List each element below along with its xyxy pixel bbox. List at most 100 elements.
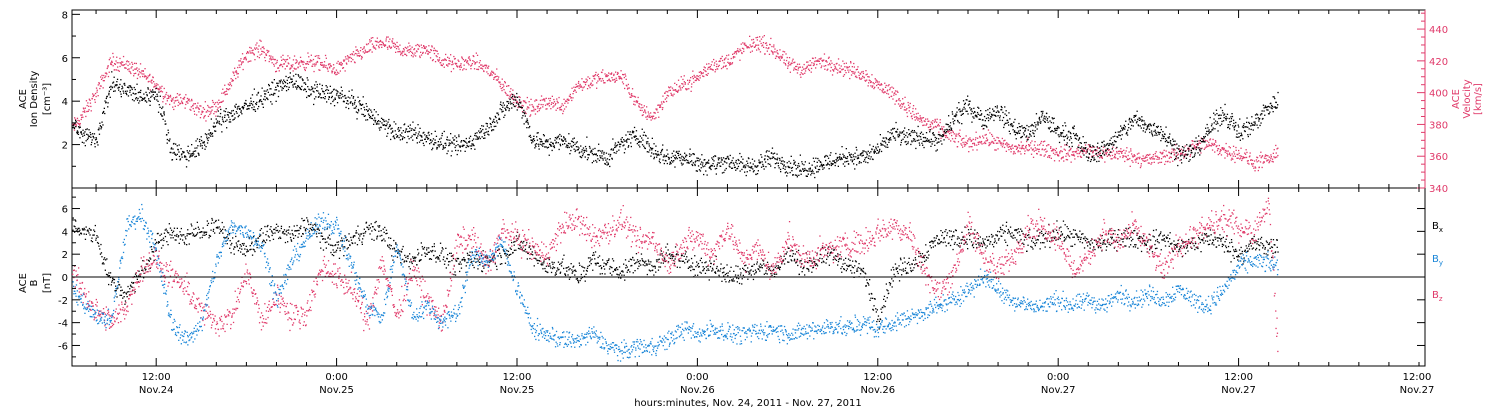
velocity-point: [301, 61, 303, 64]
density-point: [533, 135, 535, 137]
density-point: [223, 121, 225, 123]
velocity-point: [376, 37, 378, 39]
density-point: [647, 137, 649, 139]
velocity-point: [88, 98, 90, 100]
density-point: [1058, 141, 1061, 144]
density-point: [759, 161, 761, 163]
density-point: [989, 111, 991, 114]
density-point: [516, 96, 519, 98]
density-point: [352, 97, 354, 99]
velocity-point: [1122, 155, 1124, 157]
velocity-point: [842, 75, 845, 77]
velocity-point: [997, 137, 1000, 139]
density-point: [910, 143, 912, 146]
velocity-point: [696, 77, 699, 80]
density-point: [116, 78, 119, 80]
velocity-point: [540, 103, 542, 106]
density-point: [564, 138, 567, 140]
velocity-point: [655, 117, 657, 119]
velocity-point: [458, 60, 460, 62]
density-point: [210, 132, 212, 134]
velocity-point: [1006, 145, 1008, 147]
density-point: [585, 148, 587, 150]
velocity-point: [1034, 141, 1036, 143]
velocity-point: [979, 135, 981, 138]
density-point: [662, 156, 665, 158]
velocity-point: [1217, 153, 1219, 156]
density-point: [995, 115, 997, 117]
density-point: [638, 140, 641, 143]
velocity-point: [927, 120, 929, 122]
density-point: [782, 160, 784, 162]
velocity-point: [268, 50, 270, 52]
density-point: [1074, 134, 1076, 137]
velocity-point: [995, 142, 998, 144]
velocity-point: [866, 79, 868, 81]
density-point: [662, 144, 664, 146]
density-point: [787, 172, 789, 174]
velocity-point: [1001, 146, 1004, 148]
velocity-point: [974, 139, 977, 141]
velocity-point: [521, 107, 523, 109]
density-point: [736, 163, 738, 165]
velocity-point: [972, 138, 974, 140]
density-point: [580, 156, 582, 158]
density-point: [790, 167, 793, 169]
velocity-point: [159, 88, 161, 90]
velocity-point: [100, 76, 102, 78]
density-point: [99, 125, 101, 127]
density-point: [491, 121, 494, 124]
velocity-point: [391, 41, 393, 43]
density-point: [598, 149, 600, 152]
density-point: [295, 80, 297, 82]
density-point: [591, 150, 593, 152]
velocity-point: [501, 78, 503, 80]
velocity-point: [553, 98, 555, 101]
density-point: [967, 113, 969, 115]
velocity-point: [1114, 155, 1116, 158]
density-point: [258, 105, 260, 108]
velocity-point: [1011, 145, 1013, 147]
density-point: [578, 147, 580, 149]
density-point: [484, 131, 486, 134]
density-point: [617, 141, 620, 143]
velocity-point: [752, 42, 754, 44]
velocity-point: [173, 108, 175, 111]
density-point: [984, 120, 986, 122]
velocity-point: [1131, 153, 1133, 155]
velocity-point: [133, 75, 135, 77]
velocity-point: [380, 44, 382, 46]
density-point: [908, 129, 910, 131]
density-point: [465, 137, 467, 140]
velocity-point: [1125, 156, 1127, 158]
density-point: [363, 106, 365, 109]
density-point: [225, 108, 227, 110]
velocity-point: [930, 121, 932, 123]
velocity-point: [226, 88, 228, 90]
density-point: [612, 149, 614, 151]
velocity-point: [470, 65, 472, 67]
velocity-point: [166, 97, 168, 100]
velocity-point: [723, 65, 725, 67]
velocity-point: [146, 77, 148, 79]
density-point: [227, 111, 229, 113]
velocity-point: [556, 100, 558, 102]
velocity-point: [585, 78, 587, 80]
density-point: [444, 146, 446, 149]
velocity-point: [499, 81, 501, 83]
velocity-point: [921, 121, 923, 123]
density-point: [671, 152, 673, 155]
velocity-point: [1177, 153, 1179, 155]
velocity-point: [342, 67, 344, 69]
density-point: [836, 156, 839, 159]
density-point: [860, 153, 862, 155]
velocity-point: [290, 67, 292, 69]
density-point: [624, 140, 626, 142]
density-point: [274, 92, 276, 95]
velocity-point: [268, 60, 270, 63]
density-point: [72, 125, 74, 127]
velocity-point: [671, 87, 674, 89]
density-point: [106, 95, 108, 97]
density-point: [554, 139, 556, 141]
density-point: [387, 127, 389, 129]
